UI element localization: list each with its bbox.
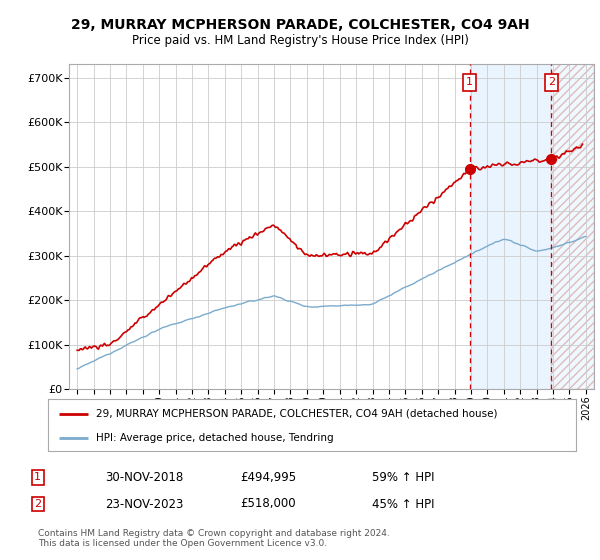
Text: 29, MURRAY MCPHERSON PARADE, COLCHESTER, CO4 9AH (detached house): 29, MURRAY MCPHERSON PARADE, COLCHESTER,… [95,409,497,419]
Text: Price paid vs. HM Land Registry's House Price Index (HPI): Price paid vs. HM Land Registry's House … [131,34,469,47]
Text: 2: 2 [34,499,41,509]
Text: 29, MURRAY MCPHERSON PARADE, COLCHESTER, CO4 9AH: 29, MURRAY MCPHERSON PARADE, COLCHESTER,… [71,18,529,32]
Bar [551,64,594,389]
Text: 23-NOV-2023: 23-NOV-2023 [105,497,184,511]
Text: 2: 2 [548,77,555,87]
Text: 59% ↑ HPI: 59% ↑ HPI [372,470,434,484]
Bar [470,64,551,389]
Bar [551,64,594,389]
Text: £494,995: £494,995 [240,470,296,484]
Text: 1: 1 [34,472,41,482]
Text: 1: 1 [466,77,473,87]
Text: HPI: Average price, detached house, Tendring: HPI: Average price, detached house, Tend… [95,433,333,443]
Text: £518,000: £518,000 [240,497,296,511]
Text: 30-NOV-2018: 30-NOV-2018 [105,470,183,484]
Text: Contains HM Land Registry data © Crown copyright and database right 2024.
This d: Contains HM Land Registry data © Crown c… [38,529,389,548]
Text: 45% ↑ HPI: 45% ↑ HPI [372,497,434,511]
